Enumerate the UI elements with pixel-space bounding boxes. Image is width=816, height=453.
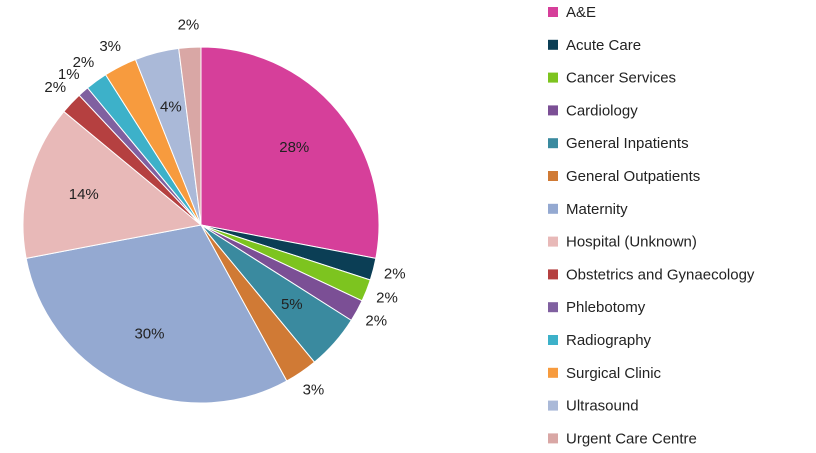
data-label: 3% — [99, 38, 121, 55]
legend-label: Phlebotomy — [566, 299, 646, 316]
legend-swatch — [548, 138, 558, 149]
data-label: 2% — [384, 266, 406, 283]
legend-swatch — [548, 203, 558, 214]
data-label: 2% — [44, 79, 66, 96]
legend-swatch — [548, 171, 558, 181]
legend-label: General Inpatients — [566, 135, 689, 152]
data-label: 2% — [376, 290, 398, 307]
legend-swatch — [548, 400, 558, 411]
legend-swatch — [548, 269, 558, 280]
legend-swatch — [548, 367, 558, 378]
data-label: 2% — [73, 54, 95, 71]
legend-label: Obstetrics and Gynaecology — [566, 266, 755, 283]
legend-swatch — [548, 72, 558, 83]
legend-label: Cardiology — [566, 102, 638, 119]
pie-slice — [200, 46, 380, 259]
legend-label: A&E — [566, 4, 596, 21]
legend-swatch — [548, 105, 558, 116]
legend-swatch — [548, 39, 558, 50]
legend-swatch — [548, 335, 558, 345]
legend-label: Acute Care — [566, 37, 641, 54]
legend-label: Surgical Clinic — [566, 365, 662, 382]
data-label: 4% — [160, 99, 182, 116]
legend-label: Maternity — [566, 201, 628, 218]
legend-swatch — [548, 302, 558, 313]
pie-slice — [22, 110, 203, 259]
pie-slice — [178, 46, 202, 226]
legend-label: Radiography — [566, 332, 652, 349]
data-label: 28% — [279, 139, 309, 156]
data-label: 5% — [281, 296, 303, 313]
legend-label: General Outpatients — [566, 168, 700, 185]
legend-label: Cancer Services — [566, 70, 676, 87]
legend-label: Ultrasound — [566, 398, 639, 415]
pie-slice — [25, 224, 288, 404]
data-label: 14% — [69, 186, 99, 203]
legend-swatch — [548, 433, 558, 444]
legend-swatch — [548, 236, 558, 247]
legend-swatch — [548, 7, 558, 17]
data-label: 2% — [365, 312, 387, 329]
legend-label: Urgent Care Centre — [566, 430, 697, 447]
data-label: 1% — [58, 66, 80, 83]
data-label: 2% — [178, 16, 200, 33]
legend-label: Hospital (Unknown) — [566, 234, 697, 251]
data-label: 30% — [134, 325, 164, 342]
data-label: 3% — [303, 381, 325, 398]
